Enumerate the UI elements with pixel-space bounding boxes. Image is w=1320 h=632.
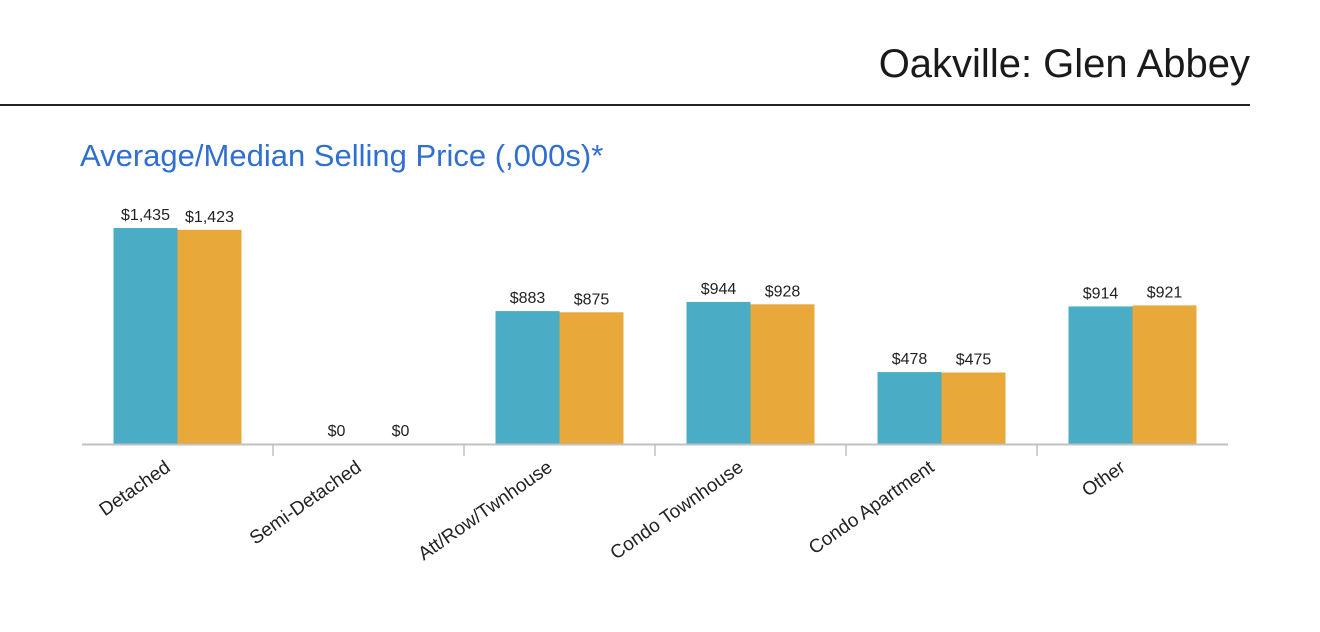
data-label-median-3: $928 (765, 283, 801, 300)
bar-median-3 (750, 304, 815, 444)
x-tick-label-5: Other (1078, 457, 1130, 502)
data-label-average-5: $914 (1083, 285, 1119, 302)
x-tick-label-2: Att/Row/Twnhouse (415, 457, 557, 565)
chart-title: Average/Median Selling Price (,000s)* (80, 138, 604, 173)
data-label-average-0: $1,435 (121, 207, 170, 224)
data-label-median-2: $875 (574, 291, 610, 308)
bar-average-0 (113, 228, 178, 444)
data-label-median-0: $1,423 (185, 209, 234, 226)
data-label-median-1: $0 (392, 423, 410, 440)
bar-median-4 (941, 372, 1006, 444)
bar-average-2 (495, 311, 560, 444)
data-label-average-3: $944 (701, 281, 737, 298)
x-tick-label-4: Condo Apartment (805, 456, 939, 558)
page-title: Oakville: Glen Abbey (878, 42, 1250, 86)
data-label-median-4: $475 (956, 352, 992, 369)
bar-median-0 (177, 229, 242, 444)
header-divider (0, 104, 1250, 106)
bar-median-2 (559, 312, 624, 444)
bar-average-4 (877, 372, 942, 444)
data-label-median-5: $921 (1147, 284, 1183, 301)
x-tick-label-1: Semi-Detached (246, 457, 365, 549)
data-label-average-4: $478 (892, 351, 928, 368)
x-tick-label-3: Condo Townhouse (607, 457, 748, 564)
bar-median-5 (1132, 305, 1197, 444)
x-tick-label-0: Detached (96, 457, 175, 521)
bar-average-5 (1068, 306, 1133, 444)
data-label-average-1: $0 (328, 423, 346, 440)
data-label-average-2: $883 (510, 290, 546, 307)
bar-average-3 (686, 301, 751, 444)
